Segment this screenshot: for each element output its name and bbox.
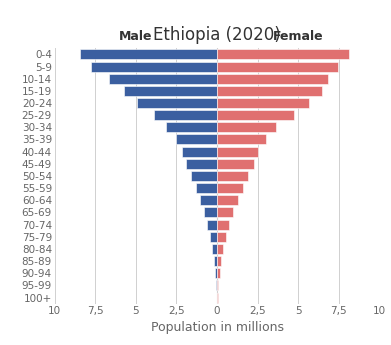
Bar bbox=[212, 244, 217, 254]
Bar bbox=[217, 49, 349, 59]
Bar bbox=[217, 268, 220, 278]
X-axis label: Population in millions: Population in millions bbox=[151, 321, 283, 334]
Bar bbox=[138, 98, 217, 108]
Bar bbox=[217, 74, 328, 84]
Text: Female: Female bbox=[273, 30, 323, 43]
Bar bbox=[217, 61, 338, 71]
Bar bbox=[210, 232, 217, 242]
Bar bbox=[214, 256, 217, 266]
Bar bbox=[80, 49, 217, 59]
Bar bbox=[217, 86, 322, 96]
Bar bbox=[217, 195, 238, 205]
Bar bbox=[215, 268, 217, 278]
Bar bbox=[207, 220, 217, 229]
Bar bbox=[217, 122, 276, 132]
Bar bbox=[217, 110, 294, 120]
Bar bbox=[217, 171, 248, 181]
Bar bbox=[186, 159, 217, 169]
Bar bbox=[182, 147, 217, 157]
Bar bbox=[217, 207, 233, 217]
Bar bbox=[196, 183, 217, 193]
Bar bbox=[204, 207, 217, 217]
Bar bbox=[166, 122, 217, 132]
Bar bbox=[217, 183, 243, 193]
Bar bbox=[91, 61, 217, 71]
Bar bbox=[217, 98, 308, 108]
Bar bbox=[217, 159, 254, 169]
Title: Ethiopia (2020): Ethiopia (2020) bbox=[153, 26, 281, 44]
Bar bbox=[217, 135, 267, 145]
Bar bbox=[124, 86, 217, 96]
Bar bbox=[200, 195, 217, 205]
Bar bbox=[217, 220, 229, 229]
Bar bbox=[217, 232, 226, 242]
Bar bbox=[109, 74, 217, 84]
Text: Male: Male bbox=[119, 30, 152, 43]
Bar bbox=[154, 110, 217, 120]
Bar bbox=[176, 135, 217, 145]
Bar bbox=[217, 244, 223, 254]
Bar bbox=[217, 293, 218, 303]
Bar bbox=[216, 280, 217, 290]
Bar bbox=[217, 280, 219, 290]
Bar bbox=[191, 171, 217, 181]
Bar bbox=[217, 256, 221, 266]
Bar bbox=[217, 147, 258, 157]
